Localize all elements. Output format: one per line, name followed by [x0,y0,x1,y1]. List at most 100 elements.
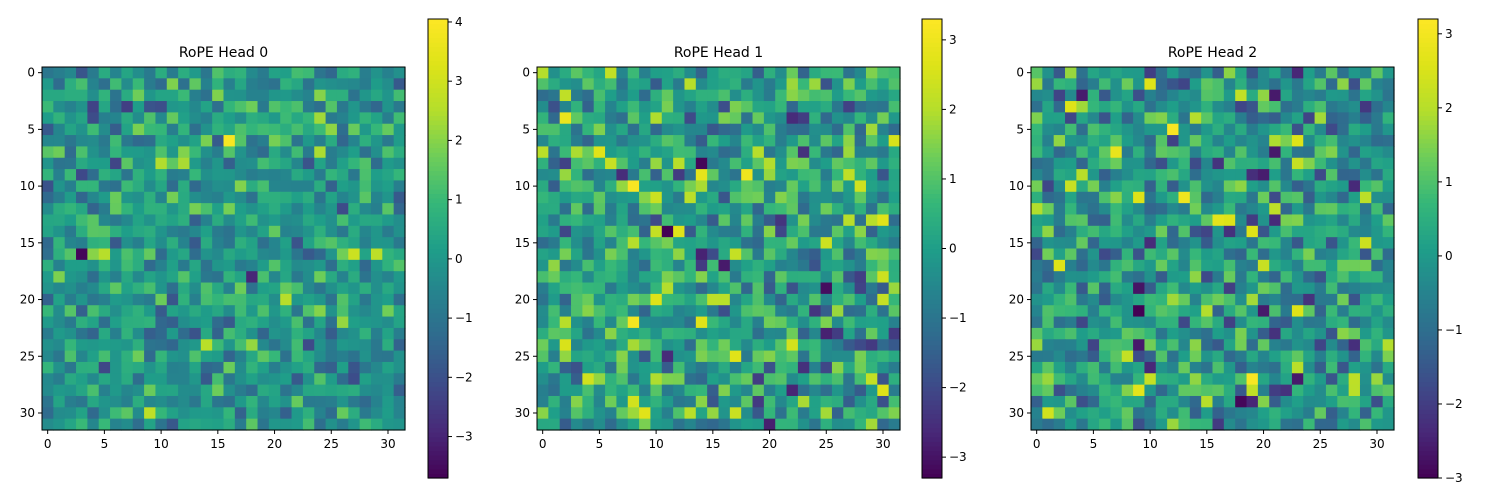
heatmap-cell [537,135,549,147]
heatmap-cell [382,157,395,170]
heatmap-cell [718,339,731,352]
heatmap-cell [359,169,372,182]
heatmap-cell [775,214,788,227]
heatmap-cell [1280,271,1293,284]
heatmap-cell [673,293,686,306]
heatmap-cell [370,305,383,318]
heatmap-cell [234,407,247,420]
heatmap-cell [87,373,100,386]
heatmap-cell [729,361,742,374]
heatmap-cell [537,361,549,374]
heatmap-cell [189,180,202,193]
heatmap-cell [1042,339,1055,352]
heatmap-cell [684,112,697,125]
heatmap-cell [1042,237,1055,250]
heatmap-cell [1144,395,1157,408]
heatmap-cell [820,78,833,91]
heatmap-cell [537,316,549,329]
heatmap-cell [393,350,406,363]
heatmap-cell [144,101,157,113]
heatmap-cell [1167,282,1180,295]
heatmap-cell [1371,112,1384,125]
heatmap-cell [53,407,66,420]
heatmap-cell [223,293,236,306]
heatmap-cell [382,214,395,227]
y-tick-label: 0 [1016,66,1024,80]
heatmap-cell [605,327,617,340]
heatmap-cell [786,112,799,125]
heatmap-cell [1246,78,1259,91]
heatmap-cell [752,123,765,136]
heatmap-cell [64,112,77,125]
heatmap-cell [1382,339,1395,352]
heatmap-cell [178,214,191,227]
heatmap-cell [1076,271,1089,284]
colorbar-segment [922,321,942,328]
heatmap-cell [1178,305,1191,318]
heatmap-cell [268,384,281,397]
heatmap-cell [42,203,54,216]
heatmap-cell [786,327,799,340]
heatmap-cell [1269,191,1282,204]
heatmap-cell [775,101,788,113]
heatmap-cell [809,327,822,340]
heatmap-cell [393,123,406,136]
heatmap-cell [1099,316,1111,329]
heatmap-cell [1223,146,1236,159]
heatmap-cell [695,157,708,170]
heatmap-cell [831,259,844,272]
heatmap-cell [1280,305,1293,318]
heatmap-cell [1042,191,1055,204]
heatmap-cell [53,191,66,204]
heatmap-cell [1144,305,1157,318]
heatmap-cell [695,259,708,272]
heatmap-cell [189,169,202,182]
heatmap-cell [1031,418,1043,431]
heatmap-cell [121,191,134,204]
heatmap-cell [291,271,304,284]
heatmap-cell [302,157,315,170]
heatmap-cell [1314,384,1327,397]
colorbar-segment [922,225,942,231]
heatmap-cell [718,146,731,159]
heatmap-cell [775,327,788,340]
heatmap-cell [650,316,663,329]
heatmap-cell [314,282,327,295]
heatmap-cell [348,146,361,159]
heatmap-cell [763,327,776,340]
heatmap-panel-1: RoPE Head 10 5 10 15 20 25 30051015202530−3−2−… [515,18,967,479]
heatmap-cell [559,112,572,125]
heatmap-cell [1076,225,1089,238]
heatmap-cell [559,259,572,272]
heatmap-cell [1246,214,1259,227]
heatmap-cell [1110,157,1123,170]
heatmap-cell [336,135,349,147]
heatmap-cell [1144,157,1157,170]
heatmap-cell [627,237,640,250]
heatmap-cell [1212,180,1225,193]
heatmap-cell [639,305,652,318]
heatmap-cell [775,418,788,431]
heatmap-cell [64,339,77,352]
heatmap-cell [1144,293,1157,306]
heatmap-cell [1144,361,1157,374]
heatmap-cell [1325,282,1338,295]
heatmap-cell [718,361,731,374]
heatmap-cell [1235,89,1248,102]
heatmap-cell [76,384,88,397]
heatmap-cell [1099,169,1111,182]
heatmap-cell [64,237,77,250]
heatmap-cell [775,135,788,147]
heatmap-cell [1155,395,1168,408]
heatmap-cell [616,214,629,227]
heatmap-cell [1280,282,1293,295]
heatmap-cell [582,384,595,397]
heatmap-cell [1053,225,1066,238]
heatmap-cell [797,361,810,374]
heatmap-cell [178,169,191,182]
heatmap-cell [1133,67,1146,79]
heatmap-cell [1246,305,1259,318]
heatmap-cell [314,101,327,113]
heatmap-cell [775,123,788,136]
heatmap-cell [1212,361,1225,374]
